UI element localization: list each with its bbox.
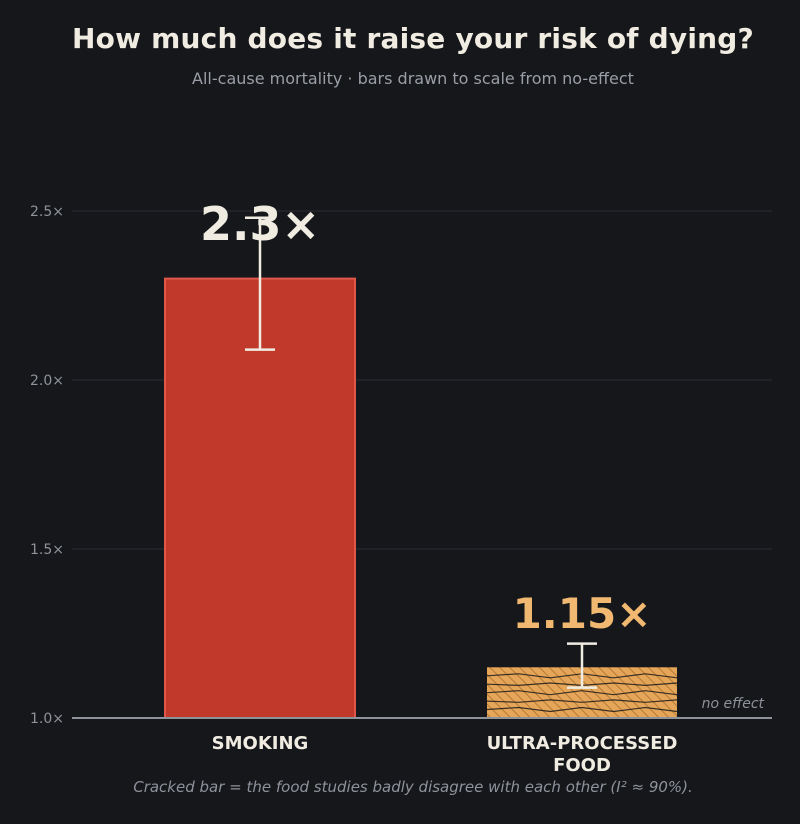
chart-subtitle: All-cause mortality · bars drawn to scal…: [192, 69, 634, 88]
bar-crack-line: [486, 706, 678, 713]
category-label: SMOKING: [212, 733, 309, 754]
bar-smoking: [164, 277, 356, 719]
category-label: ULTRA-PROCESSED: [487, 733, 678, 754]
chart-title: How much does it raise your risk of dyin…: [72, 22, 754, 55]
baseline-label: no effect: [702, 696, 765, 712]
chart-footnote: Cracked bar = the food studies badly dis…: [133, 778, 693, 796]
y-tick-label: 2.5×: [30, 204, 64, 220]
y-tick-label: 2.0×: [30, 373, 64, 389]
category-label: FOOD: [553, 755, 611, 776]
value-label: 1.15×: [513, 589, 652, 638]
bar-crack-line: [486, 699, 678, 703]
bar-crack-line: [486, 690, 678, 696]
y-tick-label: 1.5×: [30, 542, 64, 558]
y-tick-label: 1.0×: [30, 711, 64, 727]
